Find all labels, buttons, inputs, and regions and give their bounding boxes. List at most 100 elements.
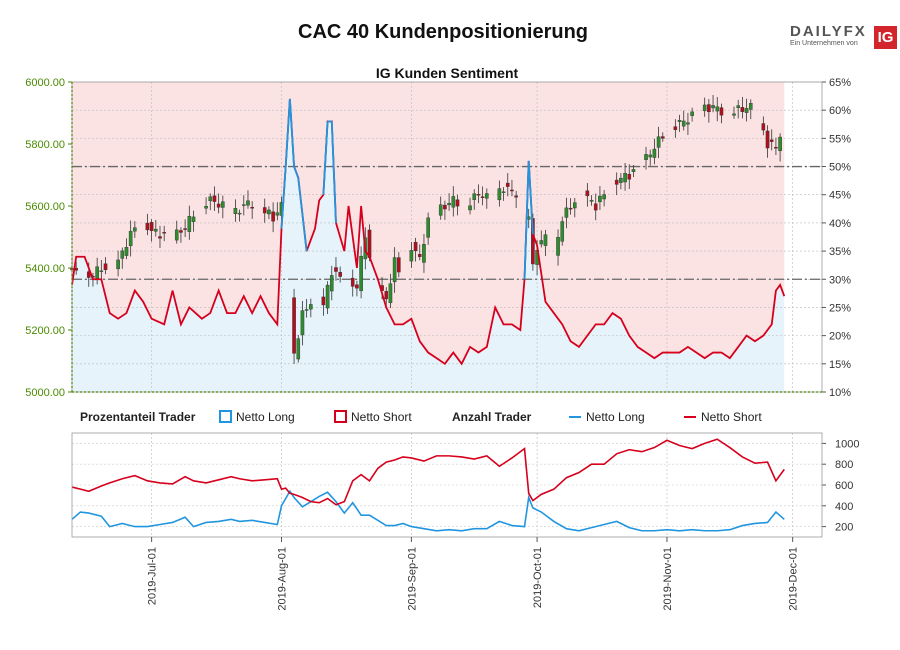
candle-body xyxy=(568,207,573,210)
candle-body xyxy=(204,206,208,209)
pct-tick-label: 60% xyxy=(829,105,851,117)
candle-body xyxy=(304,309,309,311)
candle-body xyxy=(367,229,372,258)
logo-sub: Ein Unternehmen von xyxy=(790,40,858,47)
pct-tick-label: 45% xyxy=(829,190,851,202)
pct-tick-label: 40% xyxy=(829,218,851,230)
net-long-pct-line xyxy=(71,98,786,366)
candle-body xyxy=(560,221,565,242)
candle-body xyxy=(355,284,359,289)
candle-body xyxy=(732,113,736,116)
candle-body xyxy=(765,130,770,149)
candle-body xyxy=(124,247,129,256)
count-tick-label: 600 xyxy=(835,480,853,492)
candle-body xyxy=(539,240,544,245)
candle-body xyxy=(744,108,749,113)
candle-body xyxy=(501,191,506,193)
candle-body xyxy=(267,209,271,215)
candle-body xyxy=(417,254,422,257)
candle-body xyxy=(275,212,280,216)
pct-tick-label: 20% xyxy=(829,331,851,343)
candle-body xyxy=(627,173,632,180)
count-net-short-line xyxy=(71,438,785,506)
candle-body xyxy=(711,105,715,109)
candle-body xyxy=(719,107,724,116)
candle-body xyxy=(422,244,426,263)
candle-body xyxy=(497,188,502,201)
count-tick-label: 200 xyxy=(835,522,853,534)
legend-count-long: Netto Long xyxy=(586,410,645,424)
candle-body xyxy=(321,296,326,306)
date-tick-label: 2019-Aug-01 xyxy=(276,547,288,611)
net-long-pct-segment xyxy=(330,121,337,223)
price-tick-label: 5400.00 xyxy=(25,263,65,275)
candle-body xyxy=(702,104,707,112)
candle-body xyxy=(769,139,774,142)
candle-body xyxy=(145,222,150,231)
chart-subtitle: IG Kunden Sentiment xyxy=(375,65,519,81)
candle-body xyxy=(388,283,393,304)
candle-body xyxy=(585,190,590,197)
candle-body xyxy=(740,107,745,112)
candle-body xyxy=(652,148,657,158)
pct-tick-label: 25% xyxy=(829,302,851,314)
candle-body xyxy=(480,196,485,198)
candle-body xyxy=(221,201,225,208)
candle-body xyxy=(359,255,363,292)
candle-body xyxy=(338,272,342,277)
logo-badge: IG xyxy=(874,26,897,49)
candle-body xyxy=(208,196,213,202)
date-tick-label: 2019-Sep-01 xyxy=(406,547,418,611)
candle-body xyxy=(334,267,338,272)
candle-body xyxy=(602,194,606,200)
candle-body xyxy=(397,257,401,273)
candle-body xyxy=(514,195,518,198)
candle-body xyxy=(736,105,741,108)
candle-body xyxy=(179,230,183,233)
candle-body xyxy=(593,203,598,211)
net-long-pct-segment xyxy=(288,98,295,167)
candle-body xyxy=(505,182,510,187)
candle-body xyxy=(158,236,162,239)
candle-body xyxy=(103,263,108,270)
count-tick-label: 1000 xyxy=(835,438,859,450)
candle-body xyxy=(99,270,104,272)
pct-tick-label: 65% xyxy=(829,77,851,89)
candle-body xyxy=(174,229,179,241)
candle-body xyxy=(660,136,665,139)
candle-body xyxy=(438,204,443,216)
candle-body xyxy=(543,234,548,246)
candle-body xyxy=(413,241,418,252)
chart-legend: Prozentanteil Trader Netto Long Netto Sh… xyxy=(80,410,762,424)
candle-body xyxy=(556,237,560,256)
candle-body xyxy=(237,212,242,215)
date-tick-label: 2019-Dec-01 xyxy=(788,547,800,611)
candle-body xyxy=(149,222,154,231)
candle-body xyxy=(761,123,766,131)
candle-body xyxy=(598,195,602,203)
net-long-pct-segment xyxy=(322,121,329,195)
candle-body xyxy=(455,199,460,207)
date-axis: 2019-Jul-01 2019-Aug-01 2019-Sep-01 2019-Oc… xyxy=(147,537,800,611)
legend-pct-header: Prozentanteil Trader xyxy=(80,410,196,424)
candle-body xyxy=(619,177,623,183)
candle-body xyxy=(162,232,166,234)
candle-body xyxy=(392,257,397,283)
candle-body xyxy=(250,207,254,209)
candle-body xyxy=(681,120,686,127)
candle-body xyxy=(589,199,594,202)
candle-body xyxy=(300,310,305,336)
price-sentiment-panel: 5000.00 5200.00 5400.00 5600.00 5800.00 6000.… xyxy=(25,77,851,399)
candle-body xyxy=(309,304,313,310)
net-long-pct-segment xyxy=(297,177,308,252)
candle-body xyxy=(426,217,430,238)
candle-body xyxy=(774,147,778,149)
date-tick-label: 2019-Nov-01 xyxy=(662,547,674,611)
candle-body xyxy=(409,250,414,262)
candle-body xyxy=(564,207,569,218)
legend-pct-short: Netto Short xyxy=(351,410,412,424)
net-long-pct-segment xyxy=(280,166,287,229)
candle-body xyxy=(623,173,627,183)
candle-body xyxy=(614,179,619,185)
